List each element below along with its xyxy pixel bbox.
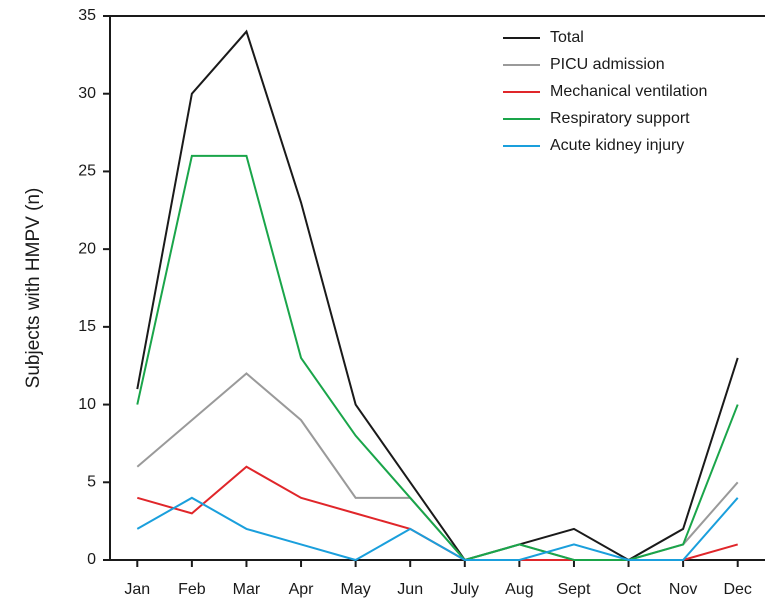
series-line (136, 372, 739, 562)
x-tick-label: July (451, 581, 479, 598)
y-tick-label: 15 (78, 318, 96, 335)
legend-label: Total (550, 29, 584, 46)
series-line (136, 154, 739, 562)
x-tick-label: Mar (233, 581, 261, 598)
legend-label: PICU admission (550, 56, 665, 73)
y-tick-label: 10 (78, 396, 96, 413)
x-tick-label: May (341, 581, 371, 598)
legend-label: Respiratory support (550, 110, 690, 127)
x-tick-label: Jan (124, 581, 150, 598)
legend-label: Mechanical ventilation (550, 83, 707, 100)
x-tick-label: Dec (723, 581, 751, 598)
x-tick-label: Sept (557, 581, 590, 598)
y-axis-label: Subjects with HMPV (n) (23, 188, 44, 389)
y-tick-label: 30 (78, 85, 96, 102)
y-tick-label: 5 (87, 474, 96, 491)
series-line (136, 496, 739, 562)
series-line (137, 465, 738, 561)
x-tick-label: Nov (669, 581, 697, 598)
legend-label: Acute kidney injury (550, 137, 684, 154)
x-tick-label: Aug (505, 581, 533, 598)
x-tick-label: Jun (397, 581, 423, 598)
series-line (136, 29, 739, 562)
y-tick-label: 35 (78, 7, 96, 24)
y-tick-label: 0 (87, 551, 96, 568)
y-tick-label: 20 (78, 240, 96, 257)
y-tick-label: 25 (78, 163, 96, 180)
x-tick-label: Oct (616, 581, 641, 598)
x-tick-label: Feb (178, 581, 206, 598)
x-tick-label: Apr (289, 581, 315, 598)
